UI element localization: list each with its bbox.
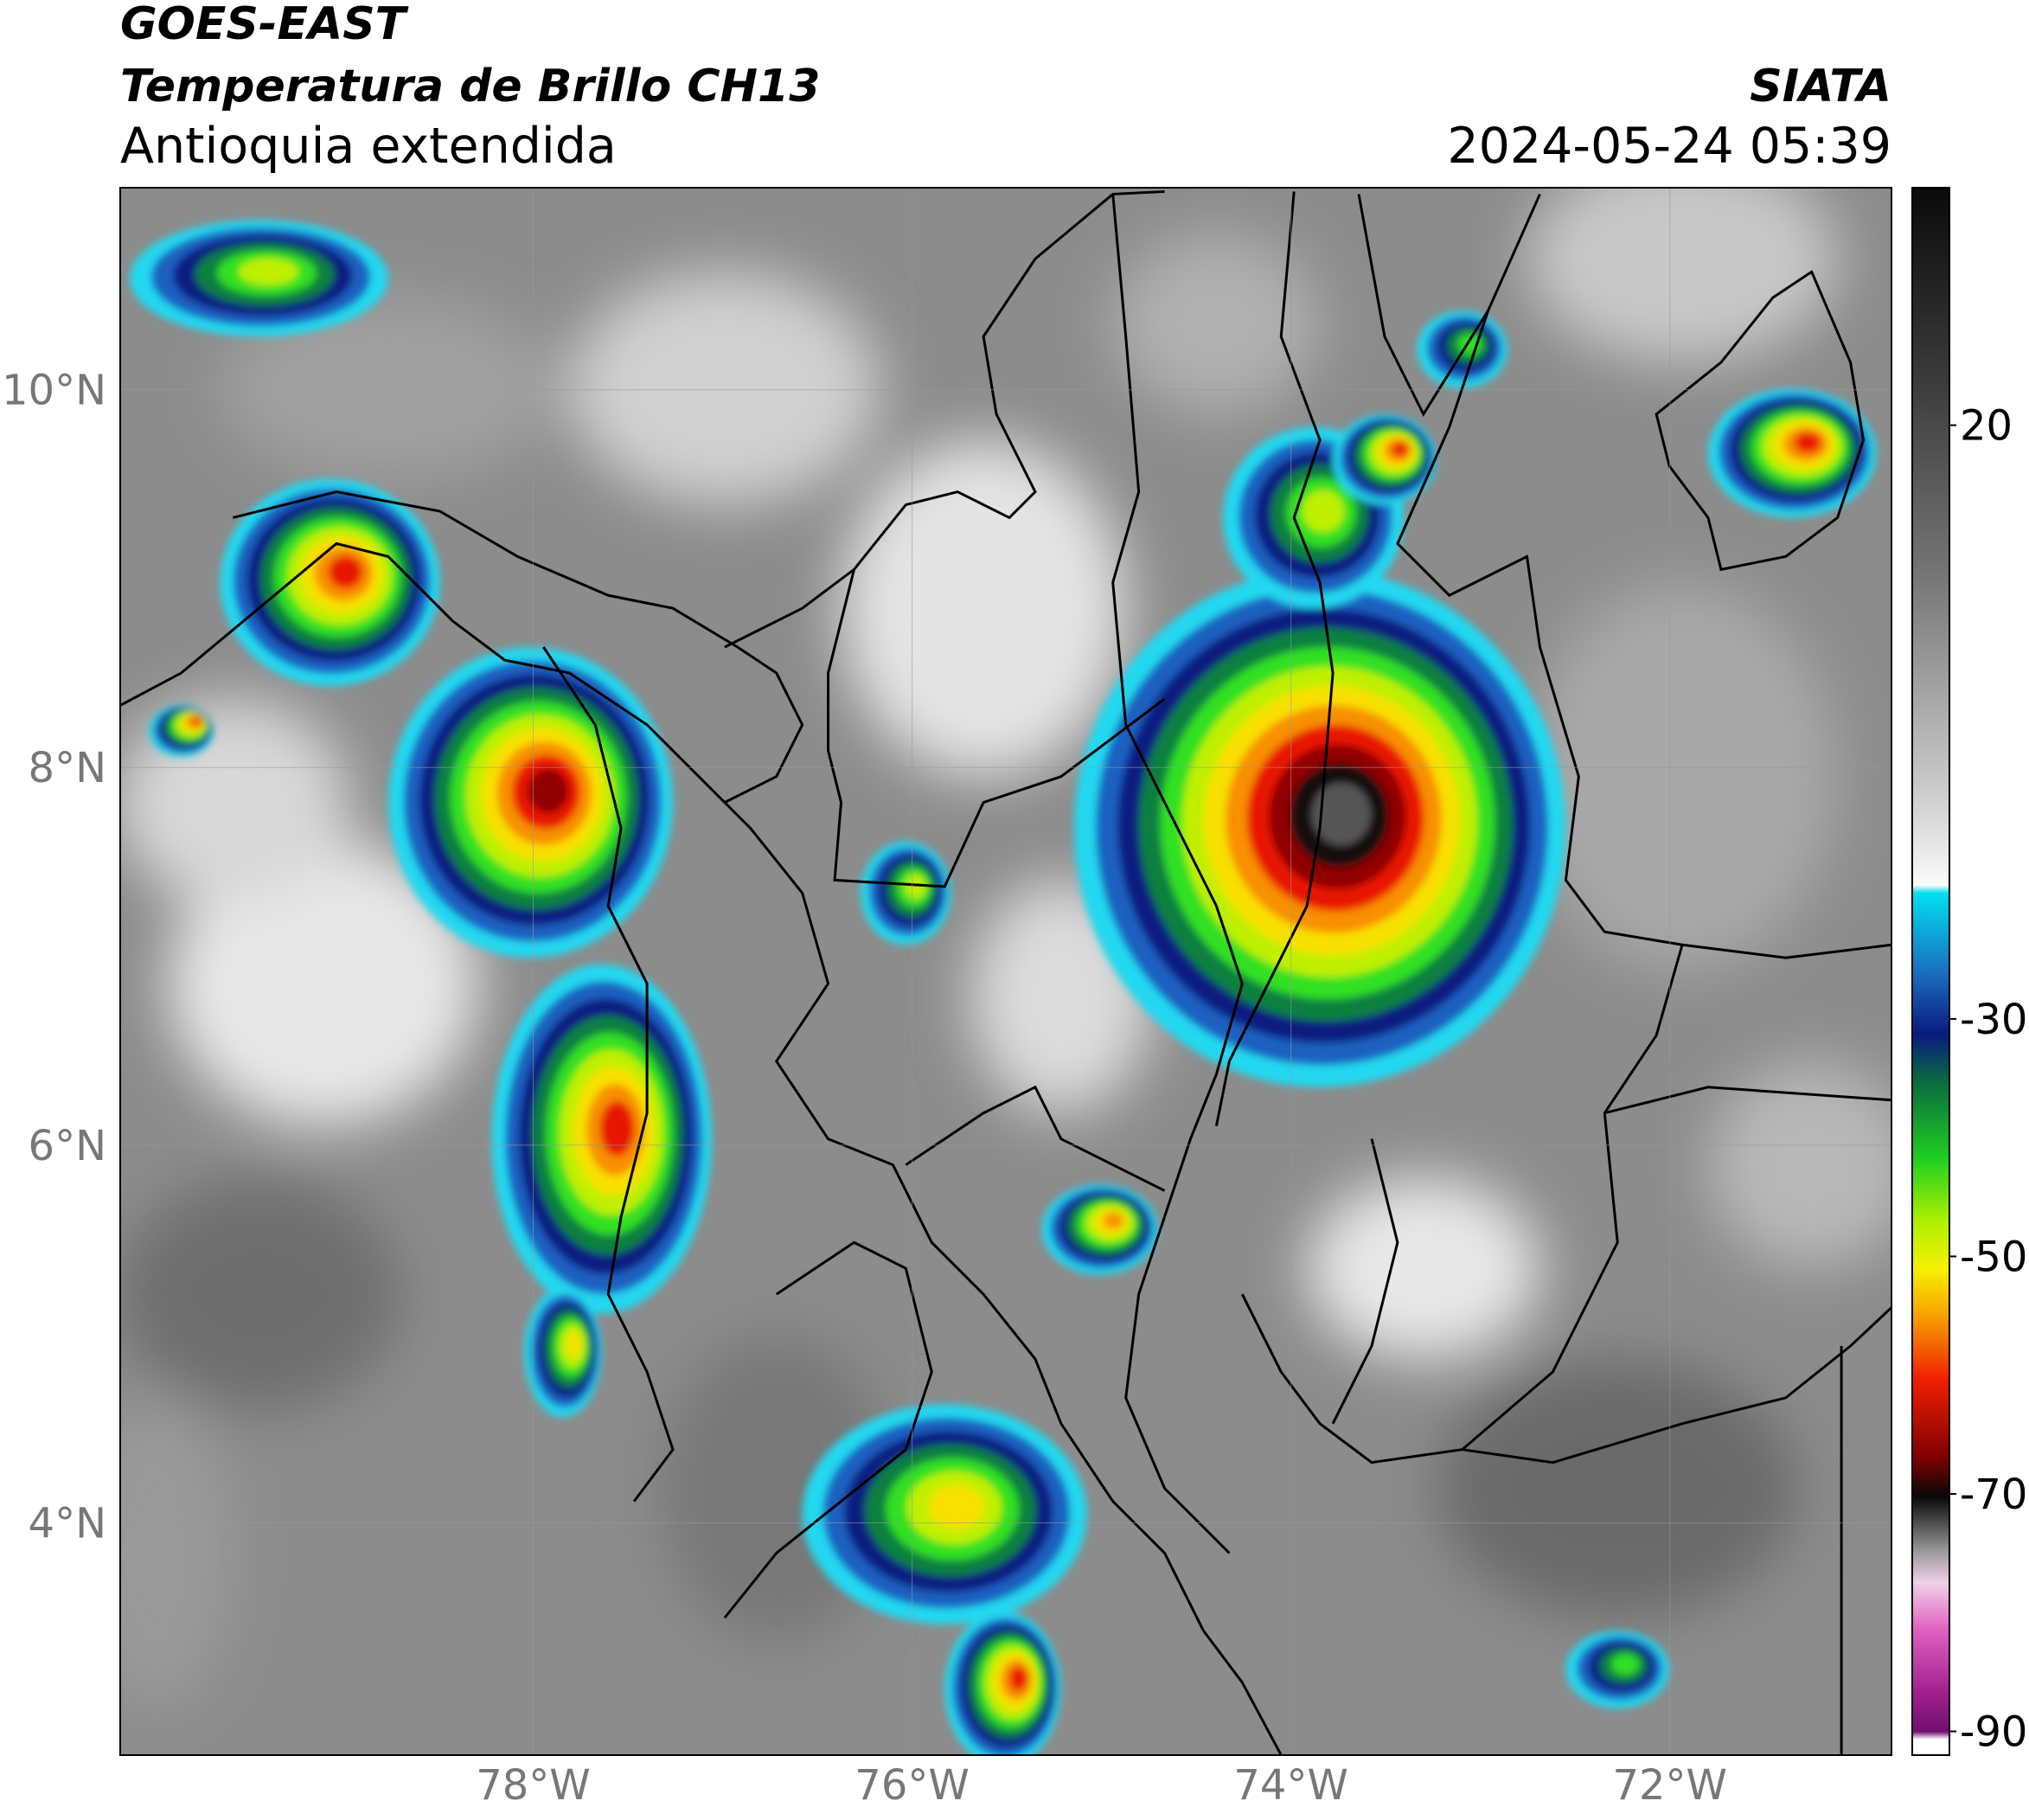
y-tick-label: 8°N <box>29 744 106 792</box>
colorbar <box>1911 187 1950 1756</box>
satellite-image <box>120 188 1891 1755</box>
storm-cell <box>191 716 202 726</box>
x-tick-label: 78°W <box>476 1761 591 1810</box>
cloud <box>1527 582 1838 971</box>
x-tick-label: 74°W <box>1233 1761 1348 1810</box>
colorbar-tick-label: 20 <box>1960 402 2013 451</box>
storm-cell <box>905 875 926 899</box>
cloud <box>1307 1177 1540 1360</box>
x-tick-label: 72°W <box>1612 1761 1727 1810</box>
subtitle: Temperatura de Brillo CH13 <box>120 61 820 112</box>
storm-cell <box>328 555 363 589</box>
title: GOES-EAST <box>120 0 409 50</box>
storm-cell <box>599 1100 635 1157</box>
colorbar-tick-label: -90 <box>1960 1708 2027 1757</box>
storm-cell <box>1794 432 1821 453</box>
grid <box>120 188 1891 1755</box>
source: SIATA <box>1750 61 1891 112</box>
y-tick-label: 10°N <box>2 367 106 415</box>
region: Antioquia extendida <box>120 118 617 175</box>
cloud <box>1527 188 1838 362</box>
y-tick-label: 6°N <box>29 1122 106 1170</box>
cloud <box>841 439 1126 777</box>
colorbar-tick-label: -30 <box>1960 996 2027 1044</box>
colorbar-tick-label: -50 <box>1960 1233 2027 1281</box>
map-frame <box>119 187 1892 1756</box>
storm-cell <box>1302 490 1345 533</box>
storm-cell <box>1103 1212 1124 1229</box>
colorbar-tick-label: -70 <box>1960 1471 2027 1519</box>
cloud <box>120 1397 234 1708</box>
cloud <box>1708 1061 1891 1269</box>
storm-cell <box>1392 441 1409 457</box>
cloud <box>120 1177 401 1411</box>
storm-cell <box>238 258 298 285</box>
cloud <box>1112 233 1321 414</box>
y-tick-label: 4°N <box>29 1499 106 1548</box>
cloud <box>220 298 557 479</box>
borders <box>120 189 1891 1755</box>
storm-cell <box>566 1331 583 1358</box>
storm-cell <box>1008 1666 1028 1691</box>
storm-cell <box>1610 1653 1640 1676</box>
datetime: 2024-05-24 05:39 <box>1447 118 1891 175</box>
x-tick-label: 76°W <box>854 1761 970 1810</box>
cloud <box>569 272 880 505</box>
storm-cell <box>1311 783 1371 846</box>
storm-cell <box>927 1484 985 1529</box>
storm-cell <box>528 768 569 813</box>
cloud <box>1436 1359 1799 1618</box>
cloud <box>168 841 479 1126</box>
